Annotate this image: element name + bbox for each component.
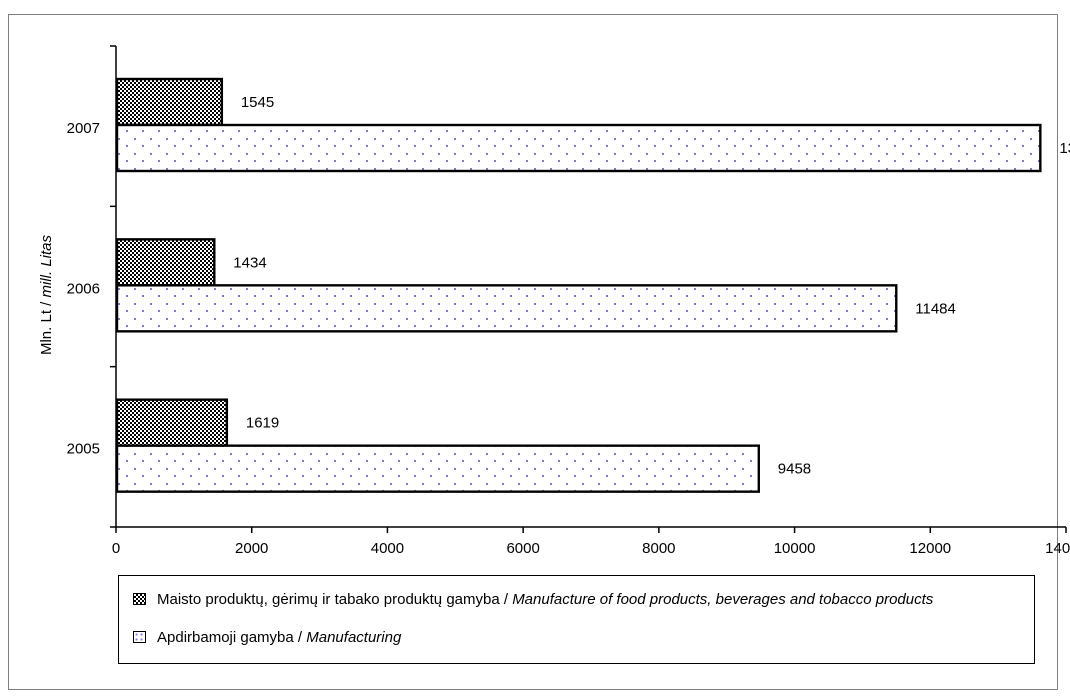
x-tick-label-14000: 14000 bbox=[1045, 540, 1070, 557]
x-tick-label-2000: 2000 bbox=[235, 540, 268, 557]
legend-swatch-food bbox=[133, 593, 146, 605]
x-tick-label-0: 0 bbox=[112, 540, 120, 557]
x-tick-label-10000: 10000 bbox=[774, 540, 816, 557]
y-tick-label-2006: 2006 bbox=[67, 280, 100, 297]
legend-label-manufacturing: Apdirbamoji gamyba / Manufacturing bbox=[157, 628, 402, 646]
value-label-food-2006: 1434 bbox=[233, 254, 266, 271]
bar-manufacturing-2006 bbox=[115, 284, 898, 333]
bar-food-2006 bbox=[115, 238, 216, 287]
x-tick-label-12000: 12000 bbox=[909, 540, 951, 557]
bar-manufacturing-2005 bbox=[115, 444, 760, 493]
value-label-food-2005: 1619 bbox=[246, 415, 279, 432]
y-axis-label: Mln. Lt / mill. Litas bbox=[38, 234, 55, 355]
bar-food-2005 bbox=[115, 398, 229, 447]
legend: Maisto produktų, gėrimų ir tabako produk… bbox=[118, 575, 1035, 664]
y-tick-label-2005: 2005 bbox=[67, 441, 100, 458]
value-label-manufacturing-2006: 11484 bbox=[915, 300, 956, 317]
y-tick-label-2007: 2007 bbox=[67, 120, 100, 137]
legend-label-food: Maisto produktų, gėrimų ir tabako produk… bbox=[157, 590, 934, 608]
legend-swatch-manufacturing bbox=[133, 631, 146, 643]
value-label-manufacturing-2007: 13607 bbox=[1059, 140, 1070, 157]
x-tick-label-6000: 6000 bbox=[506, 540, 539, 557]
value-label-manufacturing-2005: 9458 bbox=[778, 461, 811, 478]
bar-food-2007 bbox=[115, 77, 224, 127]
bar-manufacturing-2007 bbox=[115, 123, 1042, 173]
x-tick-label-8000: 8000 bbox=[642, 540, 675, 557]
legend-item-food: Maisto produktų, gėrimų ir tabako produk… bbox=[133, 588, 933, 610]
legend-item-manufacturing: Apdirbamoji gamyba / Manufacturing bbox=[133, 626, 401, 648]
value-label-food-2007: 1545 bbox=[241, 94, 274, 111]
x-tick-label-4000: 4000 bbox=[371, 540, 404, 557]
